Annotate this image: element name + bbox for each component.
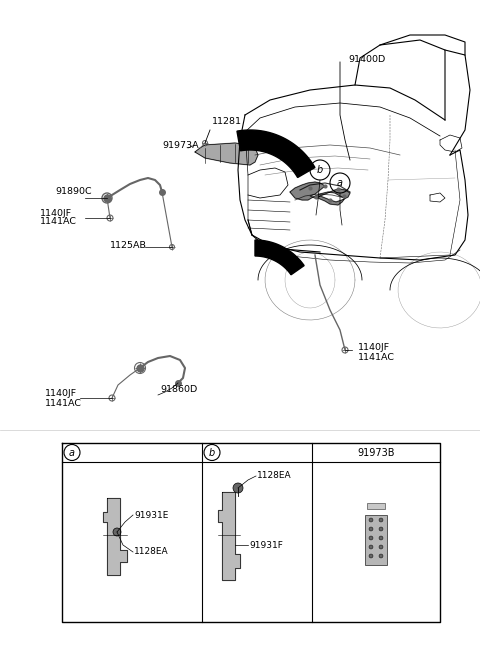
Text: 91931F: 91931F	[249, 541, 283, 549]
Text: 1128EA: 1128EA	[134, 547, 168, 556]
Text: a: a	[337, 178, 343, 188]
Text: 1140JF: 1140JF	[358, 344, 390, 353]
Circle shape	[369, 518, 373, 522]
Circle shape	[379, 518, 383, 522]
Polygon shape	[290, 182, 350, 205]
Polygon shape	[103, 498, 127, 575]
Polygon shape	[195, 143, 258, 165]
Circle shape	[379, 554, 383, 558]
Text: 1141AC: 1141AC	[40, 217, 77, 227]
Text: 1141AC: 1141AC	[45, 399, 82, 407]
Circle shape	[379, 536, 383, 540]
Text: 91973A: 91973A	[162, 141, 199, 150]
Polygon shape	[218, 492, 240, 580]
Text: b: b	[317, 165, 323, 175]
Circle shape	[369, 527, 373, 531]
Text: 91400D: 91400D	[348, 55, 385, 64]
Circle shape	[369, 554, 373, 558]
Polygon shape	[237, 130, 315, 177]
Text: 1128EA: 1128EA	[257, 472, 292, 480]
Circle shape	[369, 536, 373, 540]
Text: 1141AC: 1141AC	[358, 353, 395, 363]
Text: 1125AB: 1125AB	[110, 240, 147, 250]
Text: 91973B: 91973B	[357, 447, 395, 457]
Text: b: b	[209, 447, 215, 457]
Circle shape	[379, 545, 383, 549]
Text: 1140JF: 1140JF	[40, 208, 72, 217]
Text: 1140JF: 1140JF	[45, 388, 77, 397]
Circle shape	[233, 483, 243, 493]
Circle shape	[113, 528, 121, 536]
Text: 91890C: 91890C	[55, 187, 92, 196]
Text: a: a	[69, 447, 75, 457]
Text: 91931E: 91931E	[134, 510, 168, 520]
Polygon shape	[255, 240, 304, 275]
Text: 11281: 11281	[212, 118, 242, 127]
Circle shape	[379, 527, 383, 531]
Text: 91860D: 91860D	[160, 386, 197, 394]
Circle shape	[369, 545, 373, 549]
FancyBboxPatch shape	[367, 503, 385, 509]
FancyBboxPatch shape	[365, 515, 387, 565]
